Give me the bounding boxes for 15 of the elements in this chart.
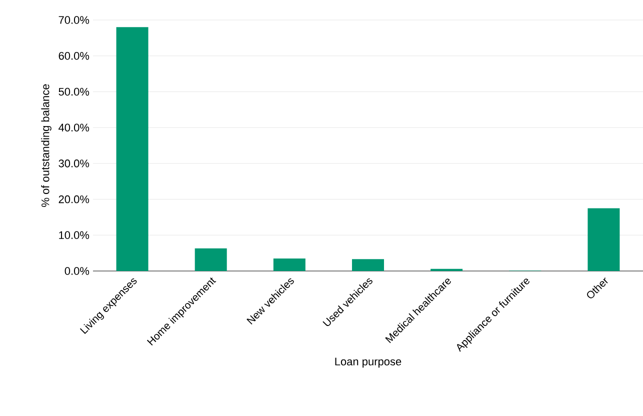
y-tick-label: 10.0% <box>59 231 90 240</box>
y-tick-label: 30.0% <box>58 160 90 168</box>
y-axis-title: % of outstanding balance <box>41 84 52 207</box>
bar <box>194 248 227 271</box>
y-tick-label: 40.0% <box>58 124 90 132</box>
bar <box>273 258 306 271</box>
y-tick-label: 60.0% <box>58 52 90 60</box>
y-tick-label: 70.0% <box>58 16 90 24</box>
y-tick-label: 20.0% <box>58 195 90 204</box>
bar <box>588 208 620 271</box>
bar <box>116 27 148 271</box>
y-tick-label: 50.0% <box>58 88 90 96</box>
bar <box>352 259 384 271</box>
y-tick-label: 0.0% <box>64 267 90 275</box>
x-axis-title: Loan purpose <box>335 358 402 368</box>
